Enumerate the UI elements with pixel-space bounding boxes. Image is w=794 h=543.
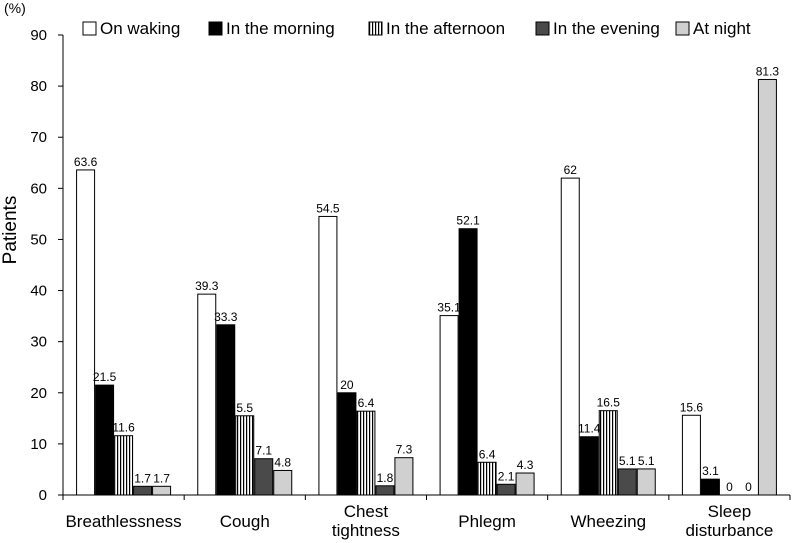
data-label: 0 [726, 480, 733, 494]
x-category-label-line: Breathlessness [65, 512, 181, 531]
legend-swatch [208, 21, 223, 36]
y-tick-label: 50 [30, 231, 47, 248]
bar [700, 478, 720, 496]
data-label: 5.5 [236, 401, 253, 415]
bar [515, 472, 535, 496]
data-label: 20 [340, 378, 354, 392]
bar [273, 469, 293, 496]
x-category-label-line: Cough [220, 512, 270, 531]
bar [197, 293, 217, 496]
data-label: 11.6 [112, 421, 135, 435]
y-tick-label: 10 [30, 436, 47, 453]
x-category-label: Breathlessness [65, 512, 181, 531]
bar [458, 228, 478, 496]
x-category-label-line: tightness [332, 521, 400, 540]
data-label: 39.3 [195, 279, 219, 293]
data-label: 6.4 [358, 396, 375, 410]
data-label: 63.6 [74, 155, 98, 169]
bar [76, 169, 96, 496]
data-label: 52.1 [456, 214, 480, 228]
x-category-label-line: Sleep [708, 502, 751, 521]
data-label: 6.4 [479, 447, 496, 461]
data-label: 5.1 [638, 454, 655, 468]
legend-label: In the afternoon [386, 19, 505, 38]
bar [560, 177, 580, 496]
y-tick-label: 0 [39, 487, 47, 504]
data-label: 3.1 [702, 464, 719, 478]
bar [636, 468, 656, 496]
legend-swatch [675, 21, 690, 36]
bar [133, 485, 153, 496]
bar [439, 315, 459, 496]
x-category-label-line: Phlegm [458, 512, 516, 531]
bar [95, 384, 115, 496]
bar [579, 436, 599, 496]
bar [496, 483, 516, 496]
legend-label: In the evening [553, 19, 660, 38]
y-axis-title: Patients [0, 196, 21, 265]
legend-label: At night [693, 19, 751, 38]
bar [318, 215, 338, 496]
data-label: 4.3 [517, 458, 534, 472]
x-category-label: Chest tightness [332, 502, 400, 540]
data-label: 5.1 [619, 454, 636, 468]
y-tick-label: 80 [30, 78, 47, 95]
bar [617, 468, 637, 496]
data-label: 62 [564, 163, 578, 177]
data-label: 35.1 [437, 301, 461, 315]
data-label: 21.5 [93, 370, 117, 384]
data-label: 1.7 [134, 471, 151, 485]
data-label: 54.5 [316, 201, 340, 215]
legend-swatch [82, 21, 97, 36]
bar [375, 485, 395, 496]
bar [394, 457, 414, 496]
bar [757, 78, 777, 496]
y-tick-label: 40 [30, 283, 47, 300]
bar [356, 410, 376, 496]
data-label: 81.3 [756, 64, 780, 78]
x-category-label: Cough [220, 512, 270, 531]
legend-swatch [368, 21, 383, 36]
bar [337, 392, 357, 496]
y-tick-label: 30 [30, 334, 47, 351]
bar [152, 485, 172, 496]
legend-swatch [535, 21, 550, 36]
bar [477, 461, 497, 496]
x-category-label: Wheezing [570, 512, 646, 531]
x-category-label-line: Wheezing [570, 512, 646, 531]
y-tick-label: 90 [30, 27, 47, 44]
data-label: 7.1 [255, 444, 272, 458]
legend-label: On waking [100, 19, 180, 38]
data-label: 7.3 [396, 443, 413, 457]
x-category-label: Sleep disturbance [685, 502, 773, 540]
data-label: 2.1 [498, 469, 515, 483]
legend-label: In the morning [226, 19, 335, 38]
y-unit-label: (%) [4, 0, 26, 16]
bar [235, 415, 255, 496]
data-label: 1.8 [377, 471, 394, 485]
data-label: 11.4 [578, 422, 601, 436]
data-label: 4.8 [274, 455, 291, 469]
bar [254, 458, 274, 496]
bar [598, 410, 618, 496]
data-label: 33.3 [214, 310, 238, 324]
x-category-label-line: disturbance [685, 521, 773, 540]
bar [114, 435, 134, 496]
x-category-label: Phlegm [458, 512, 516, 531]
bar [216, 324, 236, 496]
x-category-label-line: Chest [344, 502, 389, 521]
data-label: 15.6 [680, 400, 704, 414]
y-tick-label: 70 [30, 129, 47, 146]
data-label: 0 [745, 480, 752, 494]
data-label: 16.5 [597, 396, 621, 410]
y-tick-label: 20 [30, 385, 47, 402]
y-tick-label: 60 [30, 180, 47, 197]
data-label: 1.7 [153, 471, 170, 485]
bar [681, 414, 701, 496]
